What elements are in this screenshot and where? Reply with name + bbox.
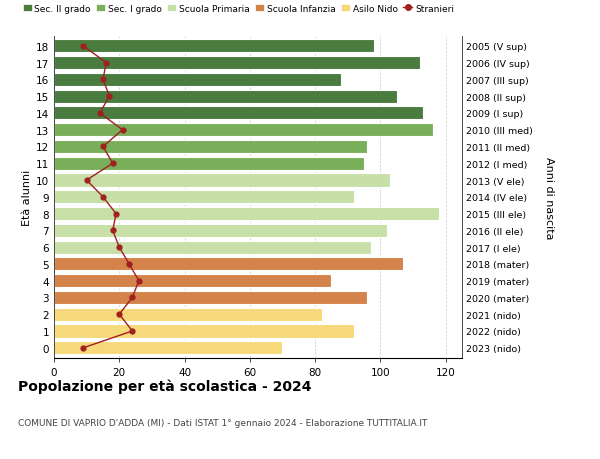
Bar [54, 291, 367, 304]
Text: COMUNE DI VAPRIO D'ADDA (MI) - Dati ISTAT 1° gennaio 2024 - Elaborazione TUTTITA: COMUNE DI VAPRIO D'ADDA (MI) - Dati ISTA… [18, 418, 427, 427]
Y-axis label: Anni di nascita: Anni di nascita [544, 156, 554, 239]
Bar [54, 274, 331, 288]
Bar [54, 124, 433, 137]
Bar [54, 308, 322, 321]
Text: Popolazione per età scolastica - 2024: Popolazione per età scolastica - 2024 [18, 379, 311, 393]
Bar [54, 191, 354, 204]
Bar [54, 341, 283, 354]
Bar [54, 325, 354, 338]
Bar [54, 241, 371, 254]
Bar [54, 140, 367, 154]
Bar [54, 224, 387, 237]
Legend: Sec. II grado, Sec. I grado, Scuola Primaria, Scuola Infanzia, Asilo Nido, Stran: Sec. II grado, Sec. I grado, Scuola Prim… [23, 5, 454, 13]
Bar [54, 57, 419, 70]
Bar [54, 40, 374, 53]
Bar [54, 157, 364, 170]
Y-axis label: Età alunni: Età alunni [22, 169, 32, 225]
Bar [54, 207, 439, 221]
Bar [54, 74, 341, 87]
Bar [54, 258, 403, 271]
Bar [54, 90, 397, 103]
Bar [54, 107, 423, 120]
Bar [54, 174, 390, 187]
